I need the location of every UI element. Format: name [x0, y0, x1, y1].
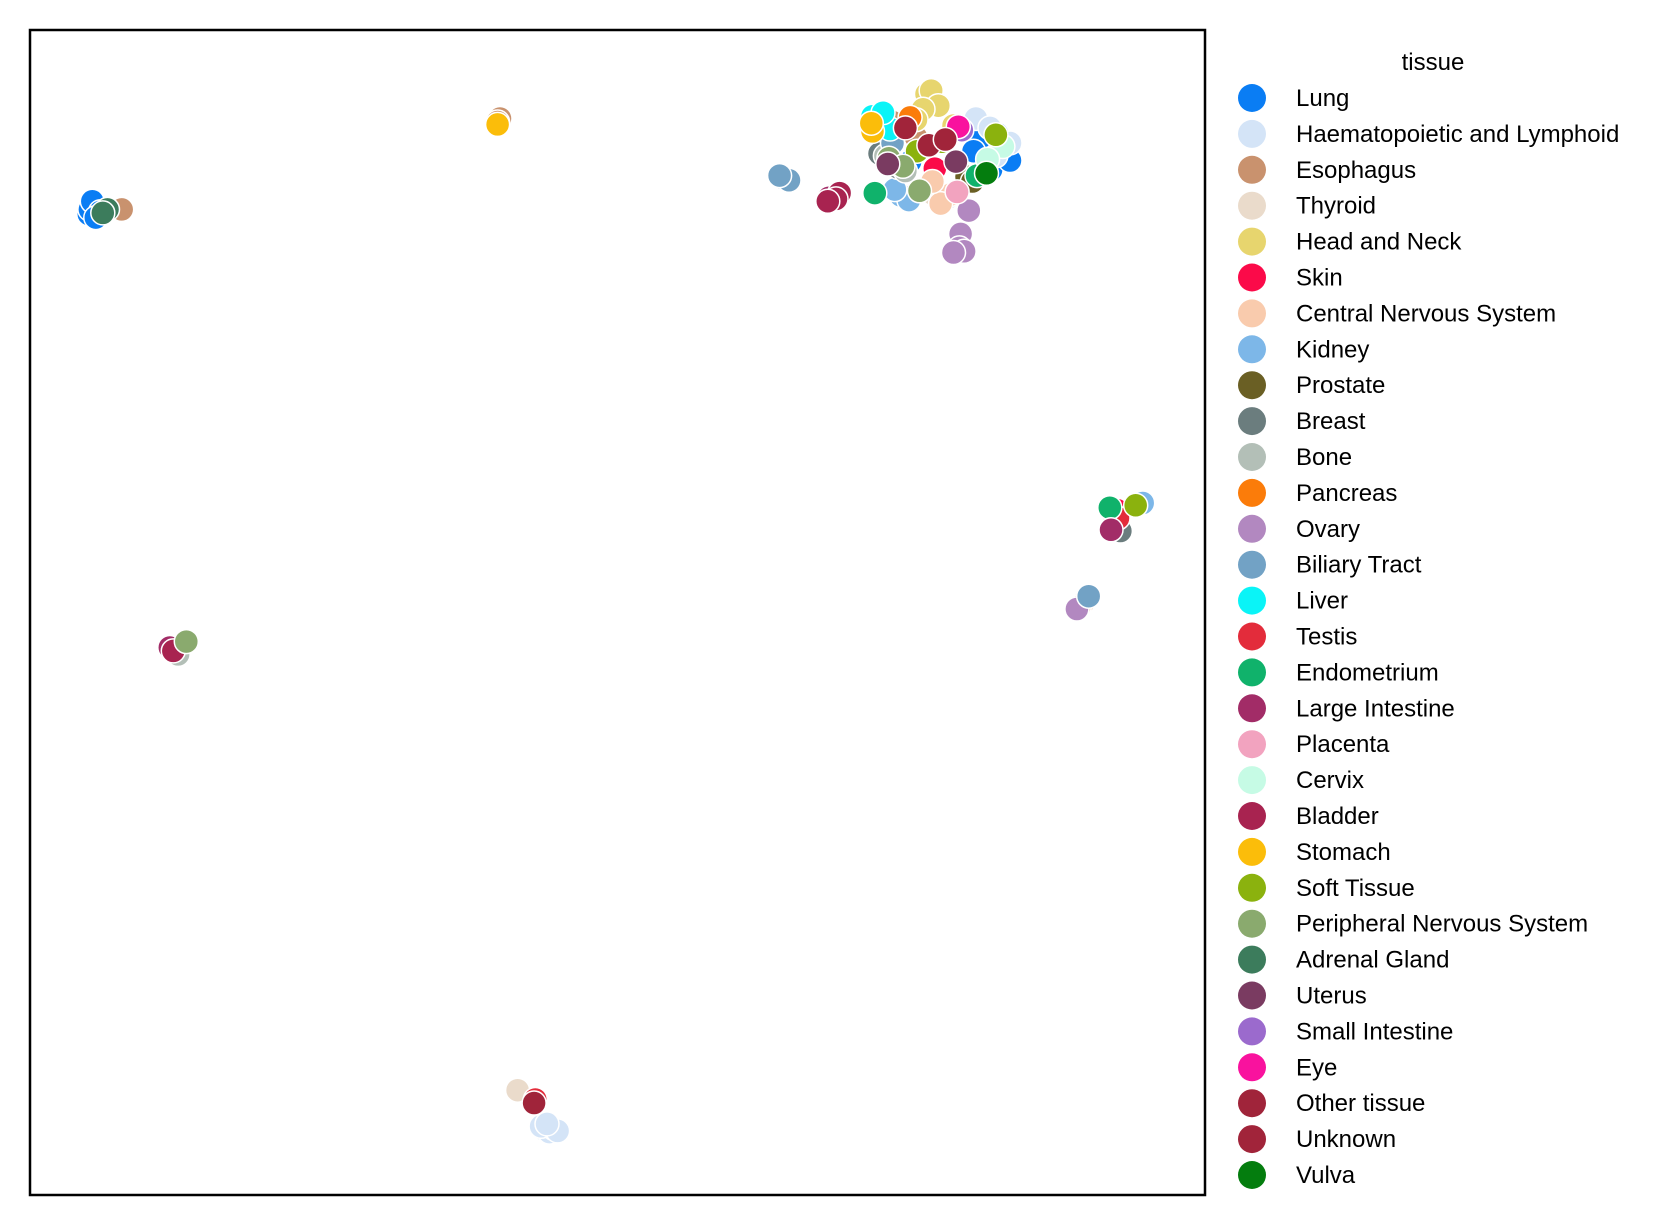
legend-label-breast: Breast — [1296, 408, 1366, 435]
legend-label-stomach: Stomach — [1296, 839, 1391, 866]
legend-label-bone: Bone — [1296, 444, 1352, 471]
point-vulva-0 — [973, 160, 1000, 187]
legend-label-lung: Lung — [1296, 85, 1349, 112]
legend-label-testis: Testis — [1296, 624, 1357, 651]
point-biliary-tract-2 — [766, 162, 793, 189]
legend-label-adrenal-gland: Adrenal Gland — [1296, 947, 1449, 974]
legend-label-endometrium: Endometrium — [1296, 659, 1439, 686]
legend-marker-central-nervous-system — [1238, 299, 1266, 328]
legend-label-kidney: Kidney — [1296, 336, 1369, 363]
point-biliary-tract-3 — [1075, 583, 1102, 609]
legend-label-ovary: Ovary — [1296, 516, 1360, 543]
legend-marker-testis — [1238, 622, 1266, 651]
point-peripheral-nervous-system-0 — [173, 628, 200, 655]
legend-marker-endometrium — [1238, 658, 1266, 687]
legend-marker-small-intestine — [1238, 1017, 1266, 1046]
point-haematopoietic-and-lymphoid-5 — [534, 1111, 560, 1137]
legend-label-prostate: Prostate — [1296, 372, 1385, 399]
legend-label-bladder: Bladder — [1296, 803, 1379, 830]
point-endometrium-0 — [1097, 494, 1123, 521]
legend-label-skin: Skin — [1296, 265, 1343, 292]
point-uterus-0 — [875, 151, 901, 177]
point-bladder-2 — [815, 188, 841, 215]
legend: tissue Lung Haematopoietic and Lymphoid Es… — [1238, 49, 1619, 1189]
point-other-tissue-0 — [521, 1090, 547, 1116]
legend-label-liver: Liver — [1296, 588, 1348, 615]
legend-label-head-and-neck: Head and Neck — [1296, 229, 1462, 256]
legend-marker-kidney — [1238, 335, 1266, 364]
legend-label-cervix: Cervix — [1296, 767, 1364, 794]
legend-marker-pancreas — [1238, 478, 1266, 507]
legend-label-small-intestine: Small Intestine — [1296, 1018, 1453, 1045]
point-uterus-1 — [943, 148, 969, 175]
legend-label-other-tissue: Other tissue — [1296, 1090, 1425, 1117]
point-placenta-0 — [944, 179, 970, 205]
legend-label-esophagus: Esophagus — [1296, 157, 1416, 184]
legend-marker-ovary — [1238, 514, 1266, 543]
legend-marker-uterus — [1238, 981, 1266, 1010]
legend-label-unknown: Unknown — [1296, 1126, 1396, 1153]
legend-marker-cervix — [1238, 766, 1266, 795]
legend-label-soft-tissue: Soft Tissue — [1296, 875, 1415, 902]
point-unknown-1 — [892, 115, 919, 141]
legend-label-peripheral-nervous-system: Peripheral Nervous System — [1296, 911, 1588, 938]
point-ovary-5 — [940, 239, 967, 266]
legend-marker-eye — [1238, 1053, 1266, 1082]
legend-label-haematopoietic-and-lymphoid: Haematopoietic and Lymphoid — [1296, 121, 1619, 148]
point-ovary-3 — [956, 197, 982, 224]
legend-label-large-intestine: Large Intestine — [1296, 695, 1455, 722]
point-stomach-1 — [858, 110, 885, 136]
point-soft-tissue-2 — [983, 122, 1009, 148]
legend-marker-large-intestine — [1238, 694, 1266, 723]
legend-marker-bladder — [1238, 802, 1266, 830]
legend-label-biliary-tract: Biliary Tract — [1296, 552, 1422, 579]
point-adrenal-gland-1 — [90, 200, 116, 226]
legend-title: tissue — [1402, 49, 1465, 76]
legend-marker-skin — [1238, 263, 1266, 292]
legend-marker-bone — [1238, 443, 1266, 471]
legend-marker-other-tissue — [1238, 1089, 1266, 1118]
legend-label-placenta: Placenta — [1296, 731, 1390, 758]
legend-marker-liver — [1238, 586, 1266, 615]
legend-label-pancreas: Pancreas — [1296, 480, 1397, 507]
legend-marker-biliary-tract — [1238, 550, 1266, 579]
point-endometrium-1 — [862, 180, 888, 206]
point-unknown-0 — [932, 126, 959, 153]
point-peripheral-nervous-system-2 — [906, 178, 933, 204]
legend-marker-adrenal-gland — [1238, 945, 1266, 974]
legend-marker-haematopoietic-and-lymphoid — [1238, 119, 1266, 148]
legend-marker-soft-tissue — [1238, 873, 1266, 902]
legend-label-eye: Eye — [1296, 1054, 1337, 1081]
legend-marker-lung — [1238, 84, 1266, 112]
legend-marker-unknown — [1238, 1125, 1266, 1154]
data-points — [76, 77, 1156, 1145]
legend-marker-breast — [1238, 407, 1266, 436]
legend-marker-peripheral-nervous-system — [1238, 909, 1266, 938]
legend-marker-stomach — [1238, 837, 1266, 866]
legend-label-vulva: Vulva — [1296, 1162, 1356, 1189]
legend-marker-esophagus — [1238, 155, 1266, 184]
point-large-intestine-0 — [1098, 517, 1124, 543]
legend-marker-prostate — [1238, 371, 1266, 400]
legend-marker-thyroid — [1238, 191, 1266, 220]
legend-label-central-nervous-system: Central Nervous System — [1296, 300, 1556, 327]
legend-marker-placenta — [1238, 730, 1266, 759]
plot-frame — [28, 28, 1207, 1197]
legend-marker-vulva — [1238, 1161, 1266, 1189]
legend-label-uterus: Uterus — [1296, 983, 1367, 1010]
point-stomach-2 — [484, 111, 511, 138]
point-soft-tissue-3 — [1122, 492, 1149, 519]
legend-label-thyroid: Thyroid — [1296, 193, 1376, 220]
legend-marker-head-and-neck — [1238, 227, 1266, 256]
